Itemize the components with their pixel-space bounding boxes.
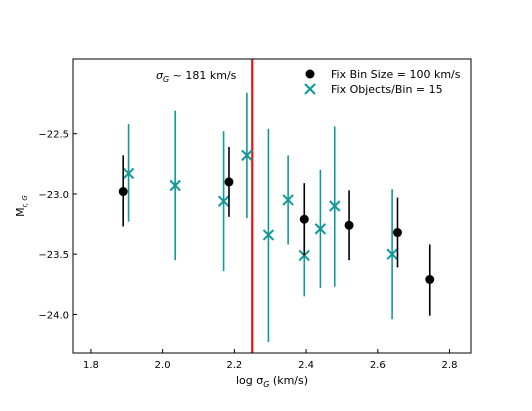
data-point-circle (344, 220, 354, 230)
vline-label: σG ~ 181 km/s (156, 69, 237, 84)
y-tick-label: −24.0 (38, 310, 69, 321)
data-point-x (329, 200, 341, 212)
data-point-x-stroke (329, 200, 341, 212)
legend: Fix Bin Size = 100 km/s Fix Objects/Bin … (304, 68, 461, 96)
data-point-circle (224, 177, 234, 187)
x-tick-label: 2.0 (155, 360, 171, 371)
data-point-circle (118, 187, 128, 197)
legend-marker-x (304, 83, 316, 95)
legend-label-1: Fix Objects/Bin = 15 (331, 83, 443, 96)
data-point-x (241, 149, 253, 162)
data-point-x-stroke (314, 223, 327, 235)
data-point-x (282, 194, 294, 206)
data-point-x-stroke (386, 248, 398, 260)
y-axis-label: Mr, G (14, 195, 29, 217)
y-tick-label: −22.5 (38, 130, 69, 141)
data-point-x (169, 179, 181, 192)
data-point-circle (425, 275, 435, 284)
legend-marker-circle (305, 69, 315, 79)
y-tick-label: −23.0 (38, 190, 69, 201)
data-point-circle (299, 214, 309, 224)
data-point-x-stroke (241, 149, 253, 162)
data-point-circle (392, 228, 402, 238)
plot-area-frame (72, 58, 472, 354)
x-tick-label: 2.2 (226, 360, 242, 371)
legend-label-0: Fix Bin Size = 100 km/s (331, 68, 461, 81)
data-point-x (122, 167, 135, 180)
data-point-x-stroke (262, 229, 275, 241)
x-tick-label: 2.8 (442, 360, 458, 371)
x-tick-label: 2.6 (370, 360, 386, 371)
data-point-x-stroke (122, 167, 135, 180)
x-tick-label: 1.8 (83, 360, 99, 371)
data-point-x-stroke (282, 194, 294, 206)
x-tick-label: 2.4 (298, 360, 314, 371)
x-axis-label: log σG (km/s) (236, 374, 308, 389)
data-point-x-stroke (169, 179, 181, 192)
data-point-x (217, 195, 230, 207)
data-point-x-stroke (217, 195, 230, 207)
y-tick-label: −23.5 (38, 250, 69, 261)
data-point-x (386, 248, 398, 260)
data-point-x (262, 229, 275, 241)
data-point-x (314, 223, 327, 235)
